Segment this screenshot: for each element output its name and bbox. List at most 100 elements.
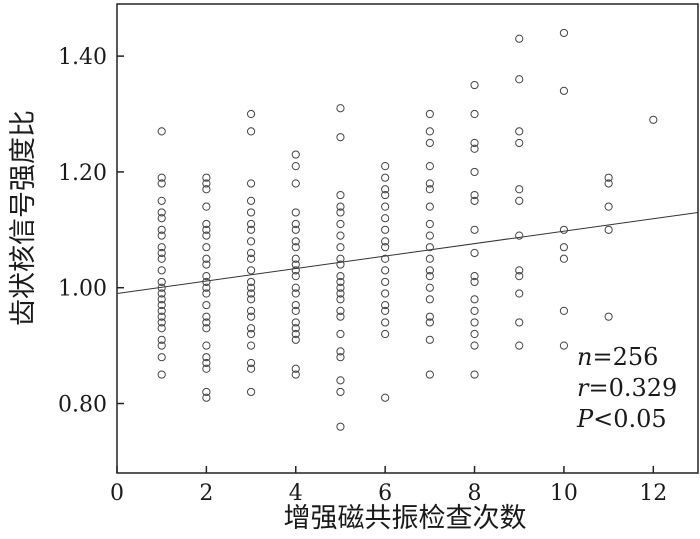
data-point <box>246 329 256 339</box>
data-point <box>246 289 256 298</box>
data-point <box>291 335 300 344</box>
data-point <box>515 196 524 205</box>
data-point <box>604 173 613 182</box>
data-point <box>604 202 613 211</box>
data-point <box>336 133 345 142</box>
data-point <box>291 370 300 379</box>
data-point <box>157 254 166 263</box>
data-point <box>425 318 434 327</box>
data-point <box>157 312 166 321</box>
data-point <box>425 335 434 344</box>
data-point <box>202 272 211 281</box>
y-tick-label: 1.00 <box>58 277 107 302</box>
data-point <box>157 225 166 234</box>
data-points <box>157 28 658 431</box>
data-point <box>246 312 256 321</box>
data-point <box>425 219 434 229</box>
data-point <box>202 219 211 229</box>
data-point <box>336 272 345 281</box>
data-point <box>202 358 211 368</box>
data-point <box>425 179 434 188</box>
data-point <box>336 283 345 292</box>
data-point <box>559 254 569 263</box>
data-point <box>157 335 166 344</box>
data-point <box>470 370 479 379</box>
data-point <box>515 289 524 298</box>
data-point <box>246 306 256 315</box>
data-point <box>202 300 211 310</box>
data-point <box>202 341 211 350</box>
data-point <box>157 289 166 298</box>
data-point <box>157 214 166 223</box>
data-point <box>649 115 658 124</box>
data-point <box>246 208 256 217</box>
data-point <box>470 138 479 148</box>
data-point <box>336 104 345 113</box>
data-point <box>291 266 300 275</box>
data-point <box>291 324 300 333</box>
data-point <box>202 254 211 263</box>
data-point <box>470 277 479 287</box>
data-point <box>470 341 479 350</box>
data-point <box>157 248 166 258</box>
data-point <box>425 254 434 263</box>
x-tick-label: 12 <box>639 481 667 506</box>
data-point <box>291 329 300 339</box>
data-point <box>202 231 211 240</box>
data-point <box>246 219 256 229</box>
data-point <box>291 219 300 229</box>
data-point <box>604 312 613 321</box>
data-point <box>157 179 166 188</box>
data-point <box>202 173 211 182</box>
data-point <box>336 295 345 304</box>
data-point <box>381 162 390 171</box>
stat-p: P<0.05 <box>576 405 667 433</box>
y-tick-label: 1.20 <box>58 161 107 186</box>
data-point <box>336 243 345 252</box>
x-tick-label: 6 <box>378 481 392 506</box>
data-point <box>246 364 256 373</box>
data-point <box>291 254 300 263</box>
axis-ticks: 0 2 4 6 8 10 12 0.80 1.00 1.20 1.40 <box>58 45 667 506</box>
data-point <box>515 318 524 327</box>
data-point <box>202 185 211 194</box>
data-point <box>336 231 345 240</box>
data-point <box>470 190 479 200</box>
data-point <box>559 225 569 234</box>
data-point <box>202 277 211 287</box>
data-point <box>246 341 256 350</box>
stats-annotation: n=256 r=0.329 P<0.05 <box>576 343 677 433</box>
data-point <box>202 364 211 373</box>
data-point <box>291 260 300 269</box>
data-point <box>381 190 390 200</box>
data-point <box>202 289 211 298</box>
data-point <box>515 231 524 240</box>
data-point <box>425 295 434 304</box>
data-point <box>246 387 256 397</box>
data-point <box>470 272 479 281</box>
data-point <box>336 190 345 200</box>
data-point <box>157 370 166 379</box>
data-point <box>425 202 434 211</box>
regression-line <box>116 211 699 295</box>
data-point <box>157 277 166 287</box>
data-point <box>157 127 166 136</box>
x-axis-title: 增强磁共振检查次数 <box>284 503 527 534</box>
data-point <box>515 272 524 281</box>
data-point <box>202 283 211 292</box>
data-point <box>381 254 390 263</box>
data-point <box>425 231 434 240</box>
data-point <box>202 353 211 362</box>
data-point <box>336 254 345 263</box>
data-point <box>157 173 166 182</box>
plot-area <box>116 3 699 474</box>
data-point <box>559 86 569 95</box>
data-point <box>202 225 211 234</box>
data-point <box>381 214 390 223</box>
x-tick-label: 4 <box>289 481 303 506</box>
data-point <box>336 347 345 356</box>
data-point <box>470 329 479 339</box>
data-point <box>425 283 434 292</box>
data-point <box>157 231 166 240</box>
plot-frame <box>116 3 699 474</box>
